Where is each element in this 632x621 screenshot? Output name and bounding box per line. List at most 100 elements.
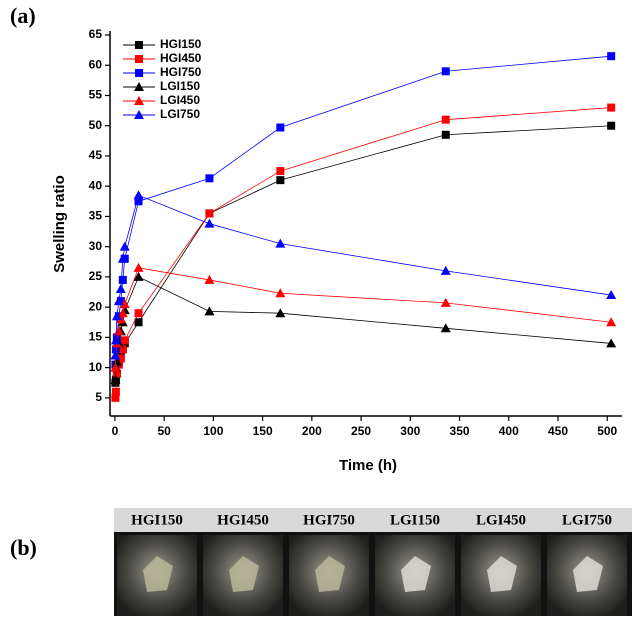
marker <box>113 296 124 306</box>
marker <box>440 323 451 333</box>
x-tick-label: 500 <box>597 424 617 438</box>
marker <box>134 309 143 318</box>
marker <box>606 290 617 300</box>
y-tick-label: 40 <box>89 178 103 192</box>
sample <box>573 556 603 592</box>
marker <box>134 197 143 206</box>
x-tick-label: 350 <box>450 424 470 438</box>
header-band <box>114 508 632 532</box>
y-tick-label: 25 <box>89 269 103 283</box>
marker <box>276 176 285 185</box>
marker <box>276 167 285 176</box>
marker <box>607 103 616 112</box>
marker <box>441 67 450 76</box>
y-tick-label: 15 <box>89 330 103 344</box>
marker <box>133 190 144 200</box>
legend-label: LGI150 <box>160 79 200 93</box>
marker <box>119 241 130 251</box>
marker <box>275 238 286 248</box>
legend-label: LGI450 <box>160 93 200 107</box>
marker <box>275 288 286 298</box>
x-tick-label: 150 <box>253 424 273 438</box>
x-tick-label: 0 <box>112 424 119 438</box>
photo-header: LGI150 <box>390 512 440 528</box>
y-tick-label: 30 <box>89 239 103 253</box>
marker <box>440 297 451 307</box>
marker <box>276 123 285 132</box>
y-tick-label: 35 <box>89 209 103 223</box>
sample <box>315 556 345 592</box>
x-tick-label: 100 <box>203 424 223 438</box>
y-tick-label: 60 <box>89 57 103 71</box>
series-line <box>115 267 612 368</box>
legend-label: LGI750 <box>160 107 200 121</box>
marker <box>116 354 125 363</box>
photo-header: HGI750 <box>303 512 355 528</box>
marker <box>112 369 121 378</box>
photo-header: HGI450 <box>217 512 269 528</box>
panel-label: (b) <box>10 535 37 560</box>
marker <box>205 209 214 218</box>
marker <box>111 356 122 366</box>
sample <box>229 556 259 592</box>
marker <box>115 284 126 293</box>
marker <box>118 345 127 354</box>
y-tick-label: 20 <box>89 299 103 313</box>
marker <box>134 96 144 105</box>
y-tick-label: 5 <box>95 390 102 404</box>
photo-header: LGI450 <box>476 512 526 528</box>
marker <box>204 218 215 228</box>
legend-label: HGI150 <box>160 37 202 51</box>
marker <box>606 317 617 327</box>
series-line <box>115 107 612 398</box>
series-line <box>115 276 612 380</box>
legend-label: HGI450 <box>160 51 202 65</box>
sample <box>143 556 173 592</box>
x-tick-label: 400 <box>499 424 519 438</box>
marker <box>118 275 127 284</box>
marker <box>134 110 144 119</box>
marker <box>134 318 143 327</box>
marker <box>440 265 451 275</box>
photo-header: LGI750 <box>562 512 612 528</box>
x-tick-label: 200 <box>302 424 322 438</box>
legend-label: HGI750 <box>160 65 202 79</box>
marker <box>133 271 144 281</box>
x-axis-label: Time (h) <box>339 457 397 474</box>
marker <box>204 274 215 284</box>
marker <box>204 306 215 316</box>
marker <box>110 350 121 360</box>
marker <box>205 174 214 183</box>
photo-header: HGI150 <box>131 512 183 528</box>
marker <box>441 115 450 124</box>
marker <box>135 69 143 77</box>
marker <box>606 338 617 348</box>
marker <box>441 130 450 139</box>
sample <box>487 556 517 592</box>
y-tick-label: 65 <box>89 27 103 41</box>
y-tick-label: 45 <box>89 148 103 162</box>
x-tick-label: 300 <box>400 424 420 438</box>
y-axis-label: Swelling ratio <box>51 175 68 273</box>
marker <box>135 41 143 49</box>
marker <box>110 374 121 384</box>
panel-label: (a) <box>10 3 36 28</box>
series-line <box>115 194 612 356</box>
marker <box>135 55 143 63</box>
series-line <box>115 125 612 383</box>
x-tick-label: 450 <box>548 424 568 438</box>
marker <box>607 52 616 61</box>
y-tick-label: 10 <box>89 360 103 374</box>
sample <box>401 556 431 592</box>
y-tick-label: 50 <box>89 118 103 132</box>
marker <box>275 308 286 318</box>
marker <box>111 393 120 402</box>
marker <box>134 82 144 91</box>
x-tick-label: 250 <box>351 424 371 438</box>
y-tick-label: 55 <box>89 88 103 102</box>
marker <box>117 308 128 318</box>
x-tick-label: 50 <box>157 424 171 438</box>
marker <box>133 262 144 272</box>
